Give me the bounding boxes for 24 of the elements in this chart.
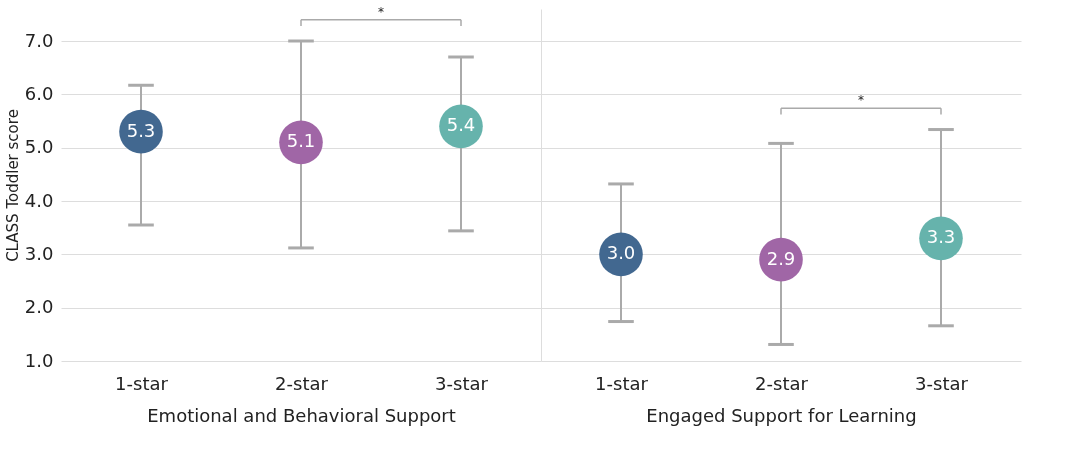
x-tick-label: 3-star — [915, 372, 969, 394]
data-label: 2.9 — [766, 247, 796, 269]
y-tick-label: 1.0 — [24, 349, 54, 371]
data-label: 3.0 — [606, 242, 636, 264]
y-tick-label: 5.0 — [24, 136, 54, 158]
y-tick-label: 3.0 — [24, 242, 54, 264]
x-tick-label: 1-star — [115, 372, 169, 394]
y-tick-label: 7.0 — [24, 29, 54, 51]
x-tick-label: 2-star — [275, 372, 329, 394]
x-tick-label: 2-star — [755, 372, 809, 394]
y-tick-label: 2.0 — [24, 296, 54, 318]
data-label: 5.3 — [126, 119, 156, 141]
data-label: 3.3 — [926, 226, 956, 248]
x-axis-title: Engaged Support for Learning — [646, 404, 917, 426]
data-label: 5.1 — [286, 130, 316, 152]
annotation: * — [378, 4, 384, 19]
x-axis-title: Emotional and Behavioral Support — [147, 404, 456, 426]
annotation: * — [858, 93, 864, 108]
data-label: 5.4 — [446, 114, 476, 136]
y-axis-title: CLASS Toddler score — [3, 109, 22, 262]
x-tick-label: 1-star — [595, 372, 649, 394]
y-tick-label: 4.0 — [24, 189, 54, 211]
y-tick-label: 6.0 — [24, 82, 54, 104]
x-tick-label: 3-star — [435, 372, 489, 394]
